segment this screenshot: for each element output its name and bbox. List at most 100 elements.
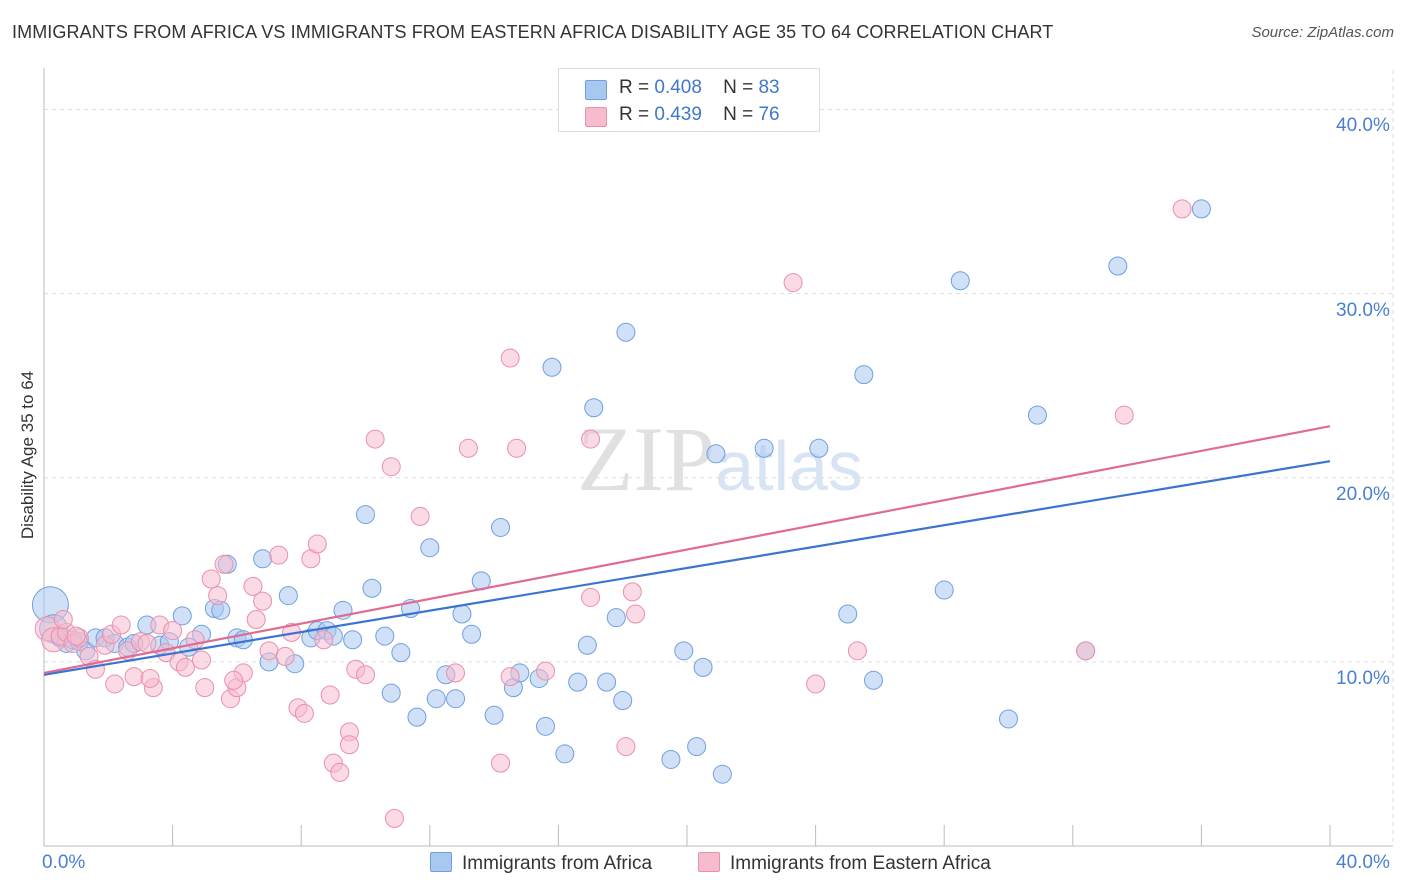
trendline-africa bbox=[43, 460, 1331, 676]
point-eastern-africa bbox=[208, 586, 228, 606]
point-eastern-africa bbox=[410, 506, 430, 526]
y-tick-label: 30.0% bbox=[1336, 299, 1390, 321]
bottom-legend-label-africa: Immigrants from Africa bbox=[462, 853, 653, 874]
point-africa bbox=[253, 549, 273, 569]
point-eastern-africa bbox=[356, 665, 375, 685]
legend-swatch-pink bbox=[585, 107, 607, 127]
y-tick-label: 20.0% bbox=[1336, 483, 1390, 505]
point-eastern-africa bbox=[214, 554, 234, 574]
point-eastern-africa bbox=[53, 610, 73, 630]
point-eastern-africa bbox=[446, 663, 466, 683]
legend-n-label: N = bbox=[723, 104, 754, 125]
legend-r-label: R = bbox=[619, 77, 650, 98]
point-eastern-africa bbox=[224, 670, 244, 690]
point-africa bbox=[706, 444, 726, 464]
point-africa bbox=[542, 357, 562, 377]
point-eastern-africa bbox=[491, 753, 511, 773]
point-eastern-africa bbox=[243, 576, 263, 596]
y-tick-label: 10.0% bbox=[1336, 667, 1390, 689]
bottom-legend-eastern-africa: Immigrants from Eastern Africa bbox=[698, 852, 991, 875]
point-africa bbox=[452, 604, 472, 624]
y-axis-label: Disability Age 35 to 64 bbox=[18, 370, 37, 540]
point-africa bbox=[661, 749, 681, 769]
point-africa bbox=[838, 604, 858, 624]
legend-swatch-blue bbox=[585, 80, 607, 100]
legend-r-label: R = bbox=[619, 104, 650, 125]
legend-swatch-blue bbox=[430, 852, 452, 872]
source-label: Source: ZipAtlas.com bbox=[1251, 24, 1394, 41]
point-africa bbox=[616, 322, 636, 342]
point-eastern-africa bbox=[66, 626, 86, 646]
legend-swatch-pink bbox=[698, 852, 720, 872]
point-africa bbox=[809, 438, 829, 458]
point-eastern-africa bbox=[330, 762, 350, 782]
legend-n-label: N = bbox=[723, 77, 754, 98]
point-africa bbox=[693, 657, 713, 677]
point-eastern-africa bbox=[246, 610, 266, 630]
point-africa bbox=[278, 586, 298, 606]
point-eastern-africa bbox=[259, 641, 279, 661]
point-eastern-africa bbox=[307, 534, 327, 554]
chart-title: IMMIGRANTS FROM AFRICA VS IMMIGRANTS FRO… bbox=[12, 22, 1054, 42]
point-africa bbox=[172, 606, 192, 626]
correlation-legend: R = 0.408 N = 83 R = 0.439 N = 76 bbox=[558, 68, 820, 132]
point-africa bbox=[934, 580, 954, 600]
point-eastern-africa bbox=[847, 641, 867, 661]
legend-n-value-eastern-africa: 76 bbox=[758, 104, 780, 125]
point-eastern-africa bbox=[381, 457, 401, 477]
point-africa bbox=[426, 689, 446, 709]
point-africa bbox=[1027, 405, 1047, 425]
point-eastern-africa bbox=[500, 667, 520, 687]
point-eastern-africa bbox=[458, 438, 478, 458]
point-africa bbox=[420, 538, 440, 558]
point-africa bbox=[577, 635, 597, 655]
point-africa bbox=[356, 505, 375, 525]
point-eastern-africa bbox=[626, 604, 646, 624]
point-africa bbox=[712, 764, 732, 784]
point-eastern-africa bbox=[616, 737, 636, 757]
trendline-eastern-africa bbox=[43, 425, 1331, 674]
point-africa bbox=[754, 438, 774, 458]
point-africa bbox=[568, 672, 588, 692]
point-africa bbox=[375, 626, 395, 646]
point-eastern-africa bbox=[105, 674, 125, 694]
x-tick-label-min: 0.0% bbox=[42, 852, 86, 873]
point-eastern-africa bbox=[253, 591, 273, 611]
bottom-legend-africa: Immigrants from Africa bbox=[430, 852, 652, 875]
point-eastern-africa bbox=[111, 615, 131, 635]
point-africa bbox=[854, 365, 874, 385]
point-eastern-africa bbox=[783, 273, 803, 293]
point-africa bbox=[613, 691, 633, 711]
point-eastern-africa bbox=[163, 621, 183, 641]
point-eastern-africa bbox=[622, 582, 642, 602]
point-eastern-africa bbox=[1114, 405, 1134, 425]
point-africa bbox=[555, 744, 575, 764]
point-eastern-africa bbox=[294, 703, 314, 723]
point-eastern-africa bbox=[1076, 641, 1096, 661]
point-africa bbox=[950, 271, 970, 291]
point-eastern-africa bbox=[140, 668, 160, 688]
point-eastern-africa bbox=[175, 657, 195, 677]
point-africa bbox=[1108, 256, 1128, 276]
point-eastern-africa bbox=[1172, 199, 1192, 219]
y-tick-label: 40.0% bbox=[1336, 115, 1390, 137]
point-africa bbox=[362, 578, 382, 598]
point-africa bbox=[391, 643, 411, 663]
point-eastern-africa bbox=[320, 685, 340, 705]
point-africa bbox=[462, 624, 482, 644]
point-africa bbox=[584, 398, 604, 418]
point-eastern-africa bbox=[384, 808, 404, 828]
point-eastern-africa bbox=[269, 545, 289, 565]
point-eastern-africa bbox=[536, 661, 556, 681]
point-eastern-africa bbox=[192, 650, 212, 670]
point-eastern-africa bbox=[806, 674, 826, 694]
point-africa bbox=[491, 517, 511, 537]
point-eastern-africa bbox=[339, 735, 359, 755]
point-africa bbox=[407, 707, 427, 727]
point-eastern-africa bbox=[275, 646, 295, 666]
bottom-legend-label-eastern-africa: Immigrants from Eastern Africa bbox=[730, 853, 991, 874]
point-africa bbox=[381, 683, 401, 703]
point-africa bbox=[536, 716, 556, 736]
point-eastern-africa bbox=[500, 348, 520, 368]
